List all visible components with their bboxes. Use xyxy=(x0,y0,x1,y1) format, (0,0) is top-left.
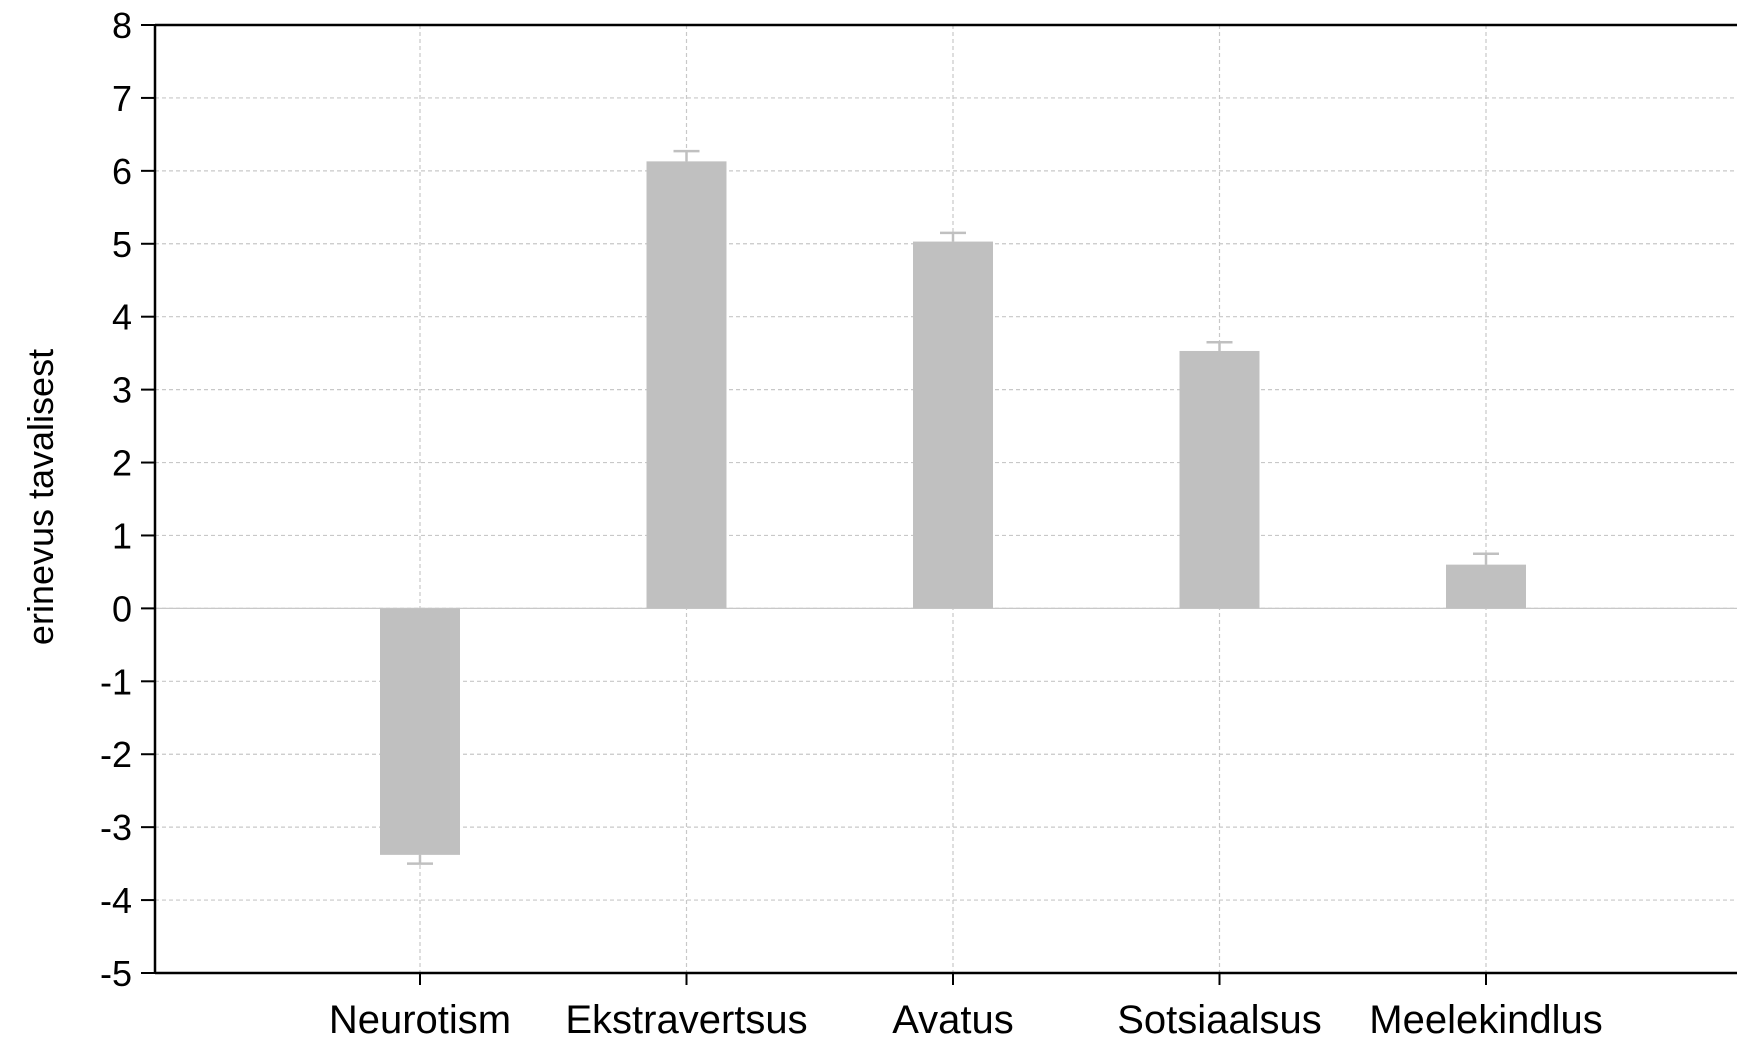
y-tick-label: -1 xyxy=(100,661,132,702)
bars xyxy=(380,161,1526,855)
bar-neurotism xyxy=(380,608,460,855)
y-tick-label: 6 xyxy=(112,151,132,192)
y-tick-label: -4 xyxy=(100,880,132,921)
x-category-labels: Neurotism Ekstravertsus Avatus Sotsiaalsus M… xyxy=(329,998,1603,1042)
bar-avatus xyxy=(913,241,993,609)
y-tick-label: 5 xyxy=(112,224,132,265)
error-bars xyxy=(407,149,1499,865)
y-tick-labels: 8 7 6 5 4 3 2 1 0 -1 -2 -3 -4 -5 xyxy=(100,5,132,994)
y-tick-label: 3 xyxy=(112,370,132,411)
y-tick-label: 1 xyxy=(112,515,132,556)
y-tick-label: 7 xyxy=(112,78,132,119)
y-tick-label: 8 xyxy=(112,5,132,46)
bar-ekstravertsus xyxy=(646,161,727,609)
category-label: Sotsiaalsus xyxy=(1117,998,1322,1042)
category-label: Ekstravertsus xyxy=(565,998,807,1042)
axes xyxy=(141,23,1737,985)
category-label: Avatus xyxy=(892,998,1014,1042)
bar-meelekindlus xyxy=(1446,564,1526,609)
bar-sotsiaalsus xyxy=(1179,350,1260,609)
y-tick-label: -5 xyxy=(100,953,132,994)
category-label: Meelekindlus xyxy=(1369,998,1602,1042)
category-label: Neurotism xyxy=(329,998,511,1042)
y-tick-label: -2 xyxy=(100,734,132,775)
y-tick-label: 2 xyxy=(112,443,132,484)
y-axis-title: erinevus tavalisest xyxy=(20,349,61,645)
y-tick-label: 4 xyxy=(112,297,132,338)
y-tick-label: -3 xyxy=(100,807,132,848)
y-tick-label: 0 xyxy=(112,588,132,629)
